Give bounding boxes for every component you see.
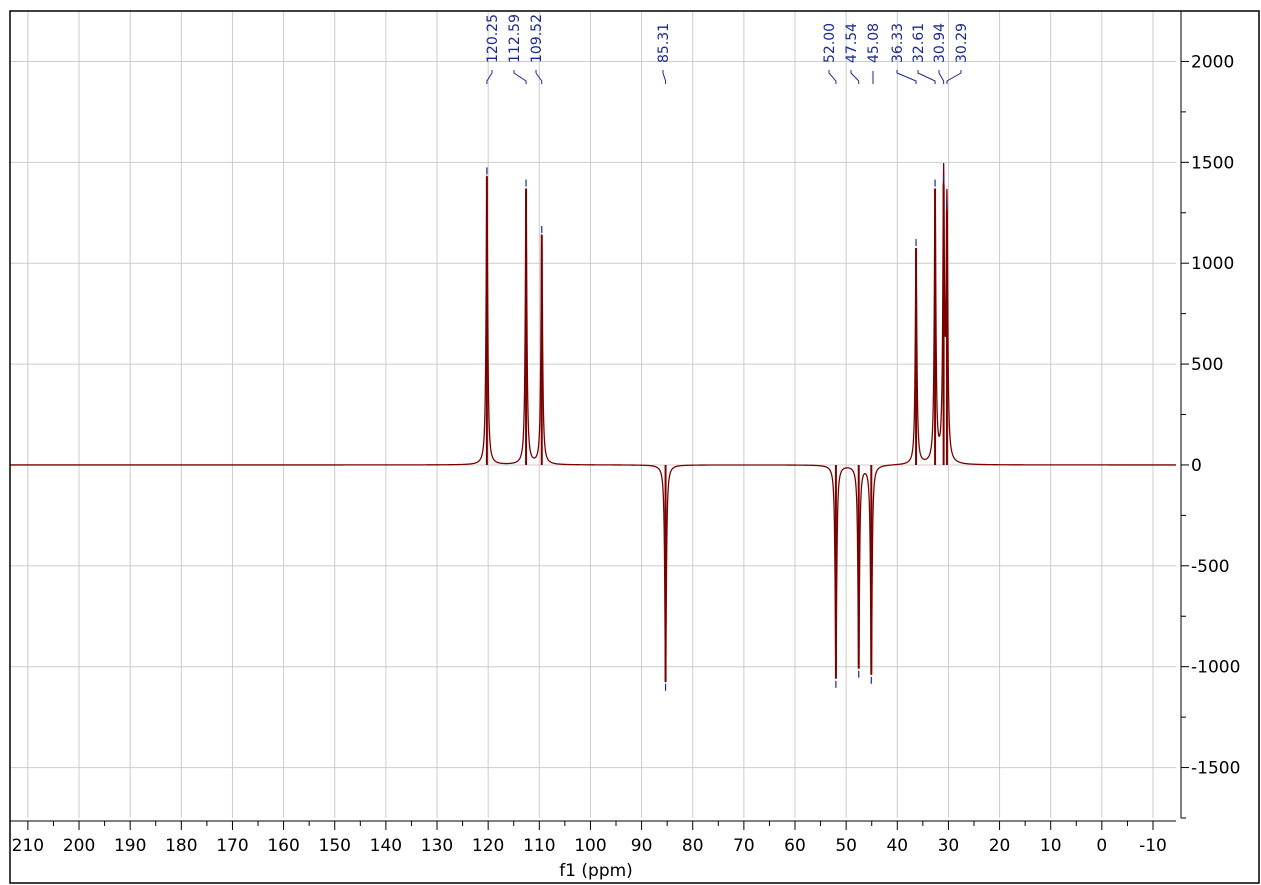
peak-label: 112.59: [507, 14, 523, 63]
y-tick-label: 0: [1191, 456, 1202, 476]
peak-label: 30.29: [954, 23, 970, 63]
x-axis: 210 200 190 180 170 160 150 140 130 120 110 100 90 80…: [10, 820, 1176, 856]
x-tick-label: 50: [835, 836, 857, 856]
x-tick-label: 150: [319, 836, 351, 856]
y-tick-label: 1000: [1191, 254, 1234, 274]
peak-leader: [828, 70, 837, 84]
y-axis: 2000 1500 1000 500 0 -500 -1000 -1500: [1180, 10, 1240, 819]
x-tick-label: 90: [631, 836, 653, 856]
peak-leader: [917, 70, 936, 84]
peak-label: 85.31: [656, 23, 672, 63]
x-tick-label: 20: [989, 836, 1011, 856]
peak-leader: [896, 70, 917, 84]
peak-labels: 120.25 112.59 109.52 85.31 52.00 47.54 45.08 36…: [485, 14, 970, 84]
peak-label: 47.54: [844, 23, 860, 63]
peak-label: 45.08: [866, 23, 882, 63]
peak-leader: [946, 70, 962, 84]
peak-label: 109.52: [529, 14, 545, 63]
peak-leader: [850, 70, 860, 84]
x-tick-label: 110: [523, 836, 555, 856]
x-tick-label: 160: [267, 836, 299, 856]
spectrum-series: [9, 162, 1177, 683]
peak-label: 120.25: [485, 14, 501, 63]
x-tick-label: 200: [63, 836, 95, 856]
y-tick-label: 2000: [1191, 52, 1234, 72]
x-tick-label: 60: [784, 836, 806, 856]
x-tick-label: 140: [370, 836, 402, 856]
peak-label: 36.33: [890, 23, 906, 63]
x-tick-label: 30: [938, 836, 960, 856]
y-tick-label: 500: [1191, 355, 1223, 375]
x-tick-label: 0: [1096, 836, 1107, 856]
x-tick-label: 10: [1040, 836, 1062, 856]
x-tick-label: 210: [12, 836, 44, 856]
spectrum-line: [9, 162, 1177, 683]
x-tick-label: 120: [472, 836, 504, 856]
peak-label: 52.00: [822, 23, 838, 63]
x-tick-label: 180: [165, 836, 197, 856]
x-tick-label: 70: [733, 836, 755, 856]
x-tick-label: 40: [886, 836, 908, 856]
y-tick-label: -1500: [1191, 759, 1240, 779]
y-tick-label: -1000: [1191, 658, 1240, 678]
outer-frame: [9, 10, 1260, 884]
peak-leader: [938, 70, 945, 84]
x-tick-label: 170: [216, 836, 248, 856]
x-tick-label: 190: [114, 836, 146, 856]
peak-label: 32.61: [911, 23, 927, 63]
peak-leader: [535, 70, 543, 84]
y-tick-label: -500: [1191, 557, 1230, 577]
x-tick-label: 100: [574, 836, 606, 856]
peak-leader: [662, 70, 667, 84]
grid-lines: [10, 11, 1176, 818]
x-tick-label: 130: [421, 836, 453, 856]
peak-leader: [513, 70, 527, 84]
y-tick-label: 1500: [1191, 153, 1234, 173]
peak-markers: [486, 167, 948, 691]
peak-label: 30.94: [932, 23, 948, 63]
x-tick-label: -10: [1139, 836, 1167, 856]
peak-leader: [486, 70, 493, 84]
x-tick-label: 80: [682, 836, 704, 856]
x-axis-title: f1 (ppm): [559, 861, 633, 881]
